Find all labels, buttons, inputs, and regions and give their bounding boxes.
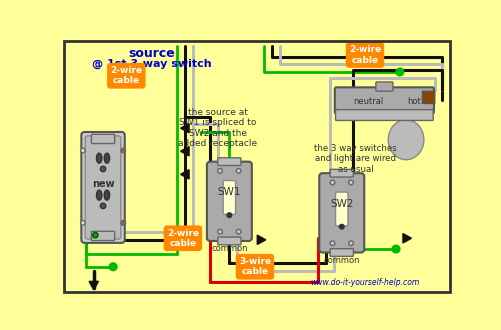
Text: SW1: SW1 [217,187,240,197]
Ellipse shape [109,263,117,271]
Text: the source at
SW1 is spliced to
SW2 and the
added receptacle: the source at SW1 is spliced to SW2 and … [178,108,257,148]
Text: hot: hot [406,97,420,106]
FancyBboxPatch shape [81,132,125,243]
FancyBboxPatch shape [421,91,434,104]
Ellipse shape [330,180,334,185]
Text: www.do-it-yourself-help.com: www.do-it-yourself-help.com [310,279,419,287]
Ellipse shape [339,224,343,229]
FancyBboxPatch shape [91,231,114,241]
Ellipse shape [391,245,399,253]
Text: @ 1st 3-way switch: @ 1st 3-way switch [92,59,211,69]
FancyBboxPatch shape [330,249,353,256]
Ellipse shape [348,180,353,185]
Text: 2-wire
cable: 2-wire cable [166,229,198,248]
Ellipse shape [387,120,423,160]
Ellipse shape [236,169,240,173]
Text: common: common [323,256,359,265]
Ellipse shape [81,148,85,153]
FancyBboxPatch shape [223,181,235,214]
Ellipse shape [81,220,85,225]
FancyBboxPatch shape [330,169,353,177]
Ellipse shape [348,241,353,246]
FancyBboxPatch shape [335,110,432,120]
Text: neutral: neutral [353,97,383,106]
FancyBboxPatch shape [206,162,252,241]
Ellipse shape [100,203,106,209]
FancyBboxPatch shape [91,134,114,144]
FancyBboxPatch shape [85,136,121,239]
Ellipse shape [217,229,222,234]
Ellipse shape [330,241,334,246]
Ellipse shape [217,169,222,173]
Polygon shape [180,123,189,133]
Ellipse shape [96,153,102,163]
Polygon shape [180,147,189,156]
FancyBboxPatch shape [375,82,392,91]
Text: 2-wire
cable: 2-wire cable [110,66,142,85]
Ellipse shape [121,148,125,153]
Polygon shape [180,170,189,179]
Text: common: common [211,244,247,253]
Polygon shape [402,234,411,243]
Text: the 3 way switches
and light are wired
as usual: the 3 way switches and light are wired a… [314,144,396,174]
FancyBboxPatch shape [335,192,347,226]
Polygon shape [257,235,265,245]
Ellipse shape [236,229,240,234]
Ellipse shape [104,153,109,163]
Ellipse shape [92,232,98,238]
Ellipse shape [121,220,125,225]
Ellipse shape [395,68,403,76]
Ellipse shape [104,190,109,200]
FancyBboxPatch shape [217,158,240,166]
FancyBboxPatch shape [217,237,240,245]
FancyBboxPatch shape [334,87,433,114]
Text: 2-wire
cable: 2-wire cable [348,45,380,65]
Polygon shape [89,281,98,290]
Ellipse shape [96,190,102,200]
Ellipse shape [100,166,106,172]
Text: source: source [128,47,175,60]
FancyBboxPatch shape [319,173,364,252]
Text: 3-wire
cable: 3-wire cable [238,257,271,277]
Text: SW2: SW2 [329,199,353,209]
Text: new: new [92,179,114,188]
Ellipse shape [226,213,231,217]
